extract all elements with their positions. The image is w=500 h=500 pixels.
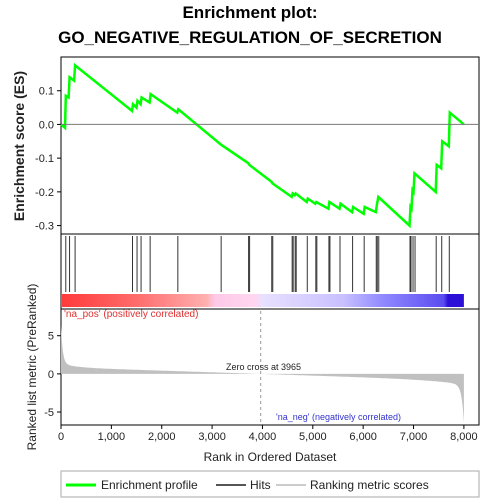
legend-frame: [60, 470, 480, 498]
enrichment-profile-line: [60, 62, 465, 229]
x-tick-label: 6,000: [349, 431, 377, 443]
legend: Enrichment profile Hits Ranking metric s…: [60, 470, 480, 498]
pos-correlated-label: 'na_pos' (positively correlated): [64, 309, 198, 320]
es-y-tick-label: 0.0: [39, 119, 54, 131]
es-y-tick-label: -0.1: [35, 153, 54, 165]
es-y-ticks: 0.1 0.0 -0.1 -0.2 -0.3: [35, 86, 61, 233]
legend-enrichment-label: Enrichment profile: [101, 478, 198, 492]
x-tick-label: 1,000: [98, 431, 126, 443]
x-axis-label: Rank in Ordered Dataset: [204, 450, 337, 464]
metric-frame: [60, 308, 480, 426]
hits-panel: [60, 233, 480, 310]
zero-cross-label: Zero cross at 3965: [226, 362, 301, 372]
x-tick-label: 0: [58, 431, 64, 443]
x-tick-label: 7,000: [400, 431, 428, 443]
neg-correlated-label: 'na_neg' (negatively correlated): [276, 412, 401, 422]
metric-y-tick-label: -5: [44, 407, 54, 419]
x-tick-label: 8,000: [450, 431, 478, 443]
metric-y-ticks: 5 0 -5: [44, 331, 61, 419]
chart-title-line2: GO_NEGATIVE_REGULATION_OF_SECRETION: [58, 28, 442, 47]
es-y-axis-label: Enrichment score (ES): [11, 71, 27, 221]
rank-color-bar: [62, 294, 464, 307]
es-y-tick-label: 0.1: [39, 86, 54, 98]
x-tick-label: 2,000: [148, 431, 176, 443]
ranked-metric-panel: 5 0 -5 'na_pos' (positively correlated) Ze…: [25, 284, 480, 451]
hit-lines: [65, 236, 450, 292]
chart-title-line1: Enrichment plot:: [182, 3, 318, 22]
metric-y-axis-label: Ranked list metric (PreRanked): [25, 284, 39, 451]
ranking-metric-area: [61, 325, 464, 423]
x-axis-ticks: 0 1,000 2,000 3,000 4,000 5,000 6,000 7,000 8,00…: [58, 425, 478, 443]
x-tick-label: 5,000: [299, 431, 327, 443]
x-tick-label: 3,000: [198, 431, 226, 443]
metric-y-tick-label: 5: [48, 331, 54, 343]
es-y-tick-label: -0.3: [35, 221, 54, 233]
legend-hits-label: Hits: [250, 478, 271, 492]
legend-metric-label: Ranking metric scores: [310, 478, 429, 492]
enrichment-panel: 0.1 0.0 -0.1 -0.2 -0.3 Enrichment score (ES): [11, 56, 480, 235]
es-plot-frame: [60, 56, 480, 235]
metric-y-tick-label: 0: [48, 369, 54, 381]
es-y-tick-label: -0.2: [35, 187, 54, 199]
x-tick-label: 4,000: [249, 431, 277, 443]
